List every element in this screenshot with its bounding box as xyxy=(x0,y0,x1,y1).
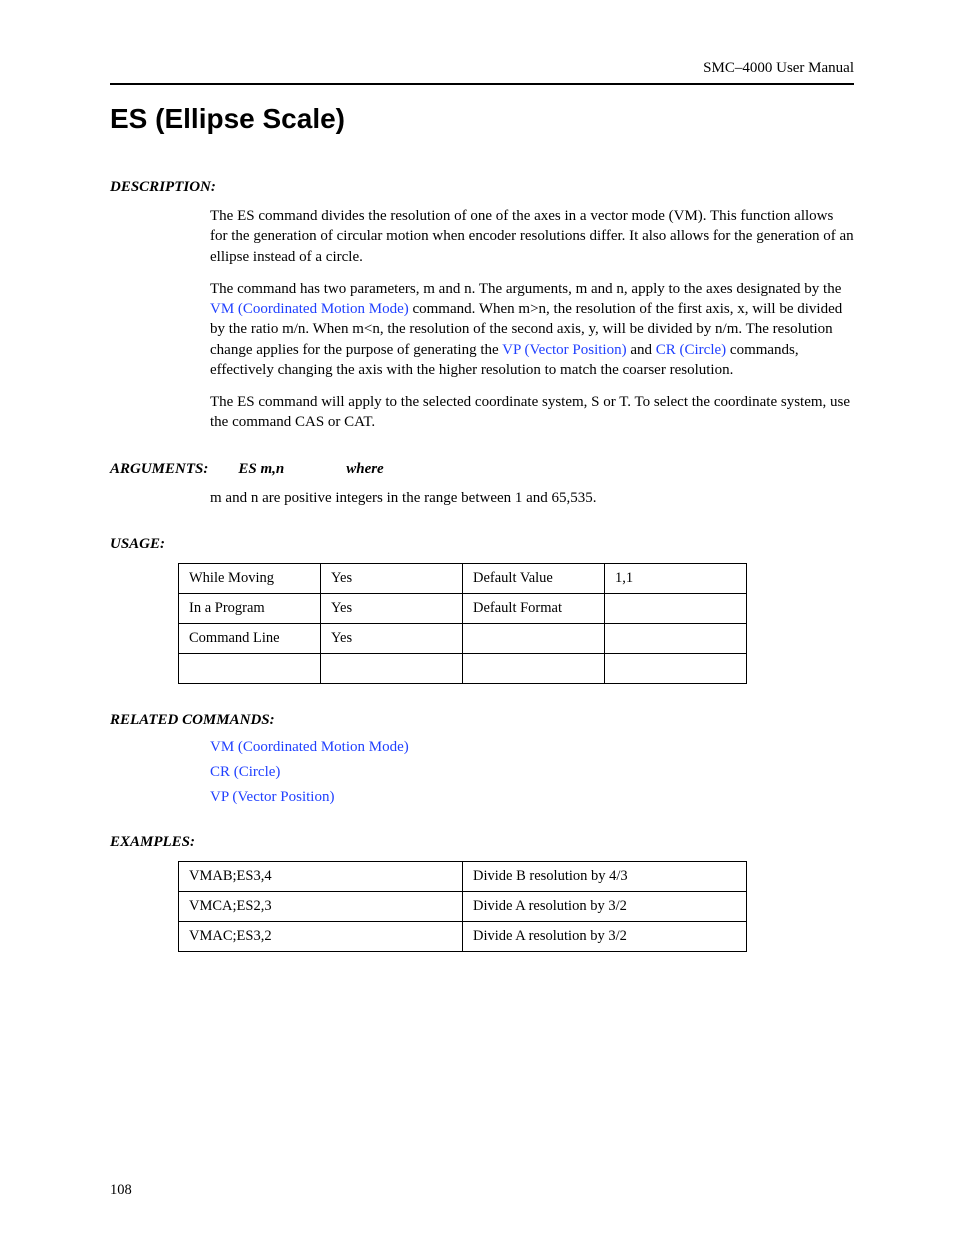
table-cell: In a Program xyxy=(179,593,321,623)
arguments-where: where xyxy=(346,461,384,478)
table-cell xyxy=(605,593,747,623)
table-cell: Command Line xyxy=(179,623,321,653)
description-p1: The ES command divides the resolution of… xyxy=(210,206,854,267)
arguments-label: ARGUMENTS: xyxy=(110,461,208,478)
description-p2-a: The command has two parameters, m and n.… xyxy=(210,281,841,297)
table-cell: Yes xyxy=(321,563,463,593)
page-number: 108 xyxy=(110,1182,132,1199)
table-cell xyxy=(463,653,605,683)
related-link-vm[interactable]: VM (Coordinated Motion Mode) xyxy=(210,739,409,755)
related-link-cr[interactable]: CR (Circle) xyxy=(210,764,280,780)
link-cr[interactable]: CR (Circle) xyxy=(656,342,726,358)
table-row xyxy=(179,653,747,683)
section-description-label: DESCRIPTION: xyxy=(110,179,854,196)
table-cell: Yes xyxy=(321,623,463,653)
table-cell: Default Format xyxy=(463,593,605,623)
usage-table: While Moving Yes Default Value 1,1 In a … xyxy=(178,563,747,684)
table-cell: 1,1 xyxy=(605,563,747,593)
section-arguments-label: ARGUMENTS: ES m,n where xyxy=(110,461,854,478)
table-row: VMAB;ES3,4 Divide B resolution by 4/3 xyxy=(179,861,747,891)
link-vm[interactable]: VM (Coordinated Motion Mode) xyxy=(210,301,409,317)
table-cell: Default Value xyxy=(463,563,605,593)
arguments-syntax: ES m,n xyxy=(238,461,284,478)
table-cell: While Moving xyxy=(179,563,321,593)
examples-table: VMAB;ES3,4 Divide B resolution by 4/3 VM… xyxy=(178,861,747,952)
table-cell: Divide A resolution by 3/2 xyxy=(463,891,747,921)
table-cell: Divide B resolution by 4/3 xyxy=(463,861,747,891)
table-cell: VMCA;ES2,3 xyxy=(179,891,463,921)
table-cell: VMAB;ES3,4 xyxy=(179,861,463,891)
table-row: VMCA;ES2,3 Divide A resolution by 3/2 xyxy=(179,891,747,921)
header-manual-name: SMC–4000 User Manual xyxy=(110,60,854,77)
description-body: The ES command divides the resolution of… xyxy=(210,206,854,433)
description-p2-c: and xyxy=(627,342,656,358)
table-cell: Divide A resolution by 3/2 xyxy=(463,921,747,951)
table-cell xyxy=(321,653,463,683)
section-usage-label: USAGE: xyxy=(110,536,854,553)
document-page: SMC–4000 User Manual ES (Ellipse Scale) … xyxy=(0,0,954,1235)
section-related-label: RELATED COMMANDS: xyxy=(110,712,854,729)
table-cell xyxy=(605,653,747,683)
related-link-vp[interactable]: VP (Vector Position) xyxy=(210,789,334,805)
table-cell xyxy=(605,623,747,653)
related-commands-list: VM (Coordinated Motion Mode) CR (Circle)… xyxy=(210,739,854,806)
header-rule xyxy=(110,83,854,85)
table-row: While Moving Yes Default Value 1,1 xyxy=(179,563,747,593)
table-cell xyxy=(179,653,321,683)
description-p3: The ES command will apply to the selecte… xyxy=(210,392,854,433)
table-cell: VMAC;ES3,2 xyxy=(179,921,463,951)
arguments-body: m and n are positive integers in the ran… xyxy=(210,488,854,508)
arguments-detail: m and n are positive integers in the ran… xyxy=(210,488,854,508)
section-examples-label: EXAMPLES: xyxy=(110,834,854,851)
page-title: ES (Ellipse Scale) xyxy=(110,103,854,135)
table-row: VMAC;ES3,2 Divide A resolution by 3/2 xyxy=(179,921,747,951)
link-vp[interactable]: VP (Vector Position) xyxy=(502,342,626,358)
description-p2: The command has two parameters, m and n.… xyxy=(210,279,854,380)
table-cell xyxy=(463,623,605,653)
table-row: Command Line Yes xyxy=(179,623,747,653)
table-row: In a Program Yes Default Format xyxy=(179,593,747,623)
table-cell: Yes xyxy=(321,593,463,623)
